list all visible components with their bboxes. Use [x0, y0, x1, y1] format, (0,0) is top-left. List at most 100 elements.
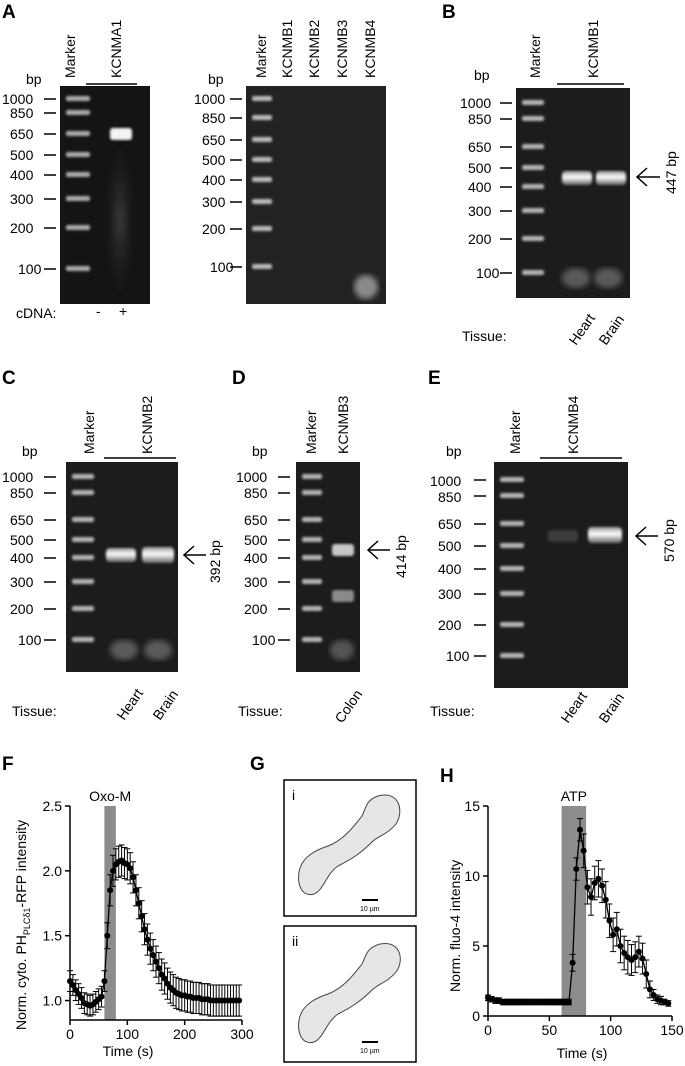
lane-label-kcnmb4: KCNMB4 [362, 19, 378, 78]
data-point [650, 992, 657, 998]
ladder-labels: 1000 850 650 500 400 300 200 100 [460, 95, 512, 281]
data-point [595, 875, 602, 882]
data-point [639, 955, 646, 962]
data-point [610, 931, 617, 938]
x-axis-title: Time (s) [557, 1045, 608, 1061]
gel-band [596, 171, 626, 185]
ladder-label: 400 [202, 172, 226, 188]
data-point [132, 887, 139, 894]
panel-letter-e: E [428, 368, 441, 389]
ladder-label: 650 [202, 132, 226, 148]
bp-label: bp [22, 443, 38, 459]
data-point [591, 880, 598, 886]
band-size-label: 414 bp [393, 535, 409, 578]
marker-lane-label: Marker [62, 34, 78, 78]
ladder-label: 650 [244, 512, 268, 528]
gel-band [562, 171, 592, 185]
ladder-label: 1000 [194, 91, 225, 107]
cdna-minus: - [96, 303, 101, 319]
ladder-label: 300 [10, 574, 34, 590]
marker-lane-label: Marker [527, 34, 543, 78]
marker-lane-label: Marker [507, 410, 523, 454]
bp-label: bp [26, 71, 42, 87]
panel-letter-b: B [442, 2, 456, 23]
data-point [599, 882, 606, 889]
lane-label-kcnmb2: KCNMB2 [306, 19, 322, 78]
data-point [138, 913, 145, 920]
y-axis-title: Norm. fluo-4 intensity [447, 860, 463, 992]
ladder-bands [252, 96, 272, 269]
data-point [621, 950, 628, 956]
data-point [155, 965, 162, 972]
cell-label-ii: ii [292, 933, 298, 949]
y-tick-label: 2.5 [43, 798, 63, 814]
ladder-label: 300 [10, 191, 34, 207]
data-point [110, 867, 116, 874]
ladder-labels: 1000 850 650 500 400 300 200 100 [194, 91, 242, 275]
tissue-label: Tissue: [12, 703, 57, 719]
data-point [147, 945, 154, 952]
ladder-labels: 1000 850 650 500 400 300 200 100 [2, 91, 56, 277]
x-tick-label: 200 [173, 1026, 197, 1042]
band-size-label: 447 bp [663, 151, 679, 194]
data-point [584, 884, 591, 891]
data-point [643, 971, 650, 977]
ladder-label: 200 [468, 231, 492, 247]
gel-band [332, 590, 354, 602]
x-axis-title: Time (s) [103, 1043, 154, 1059]
band-arrow [634, 526, 658, 546]
ladder-label: 850 [244, 485, 268, 501]
gel-band [588, 527, 622, 543]
cell-image-i: i 10 µm [283, 779, 417, 917]
bp-label: bp [446, 443, 462, 459]
ladder-label: 850 [202, 110, 226, 126]
panel-b: B bp Marker KCNMB1 1000 850 650 500 400 … [442, 2, 679, 348]
chart-series [67, 844, 243, 1017]
data-point [588, 894, 595, 900]
ladder-label: 100 [18, 261, 42, 277]
data-point [144, 936, 151, 943]
y-tick-label: 10 [464, 868, 480, 884]
ladder-label: 400 [438, 561, 462, 577]
gel-image-e [494, 462, 628, 688]
gel-band [354, 275, 378, 299]
stimulus-label: Oxo-M [89, 788, 131, 804]
data-point [577, 826, 583, 833]
bp-label: bp [474, 67, 490, 83]
ladder-label: 300 [202, 194, 226, 210]
ladder-label: 300 [438, 586, 462, 602]
x-tick-label: 150 [660, 1022, 684, 1038]
data-point [107, 887, 114, 894]
x-tick-label: 0 [66, 1026, 74, 1042]
ladder-label: 650 [10, 126, 34, 142]
marker-lane-label: Marker [81, 410, 97, 454]
cdna-label: cDNA: [16, 305, 56, 321]
ladder-label: 400 [10, 550, 34, 566]
x-tick-label: 50 [542, 1022, 558, 1038]
data-point [236, 997, 243, 1004]
data-point [161, 975, 168, 982]
data-point [565, 999, 572, 1005]
chart-axes: 0 50 100 150 0 5 10 15 [464, 798, 683, 1038]
data-point [130, 874, 137, 881]
ladder-label: 500 [202, 152, 226, 168]
ladder-label: 400 [10, 167, 34, 183]
ladder-label: 1000 [236, 469, 267, 485]
tissue-heart: Heart [565, 310, 598, 347]
tissue-label: Tissue: [238, 703, 283, 719]
ladder-label: 400 [468, 179, 492, 195]
data-point [635, 948, 642, 955]
scale-bar-label: 10 µm [360, 906, 380, 913]
x-tick-label: 300 [230, 1026, 254, 1042]
gel-image-a-right [246, 86, 386, 304]
ladder-label: 850 [10, 105, 34, 121]
data-point [606, 917, 613, 924]
y-tick-label: 1.0 [43, 993, 63, 1009]
panel-letter-a: A [2, 2, 16, 23]
panel-letter-f: F [2, 754, 14, 775]
ladder-label: 1000 [2, 91, 33, 107]
data-point [101, 978, 108, 985]
ladder-labels: 1000 850 650 500 400 300 200 100 [236, 469, 290, 648]
ladder-label: 1000 [430, 473, 461, 489]
data-point [573, 866, 580, 872]
